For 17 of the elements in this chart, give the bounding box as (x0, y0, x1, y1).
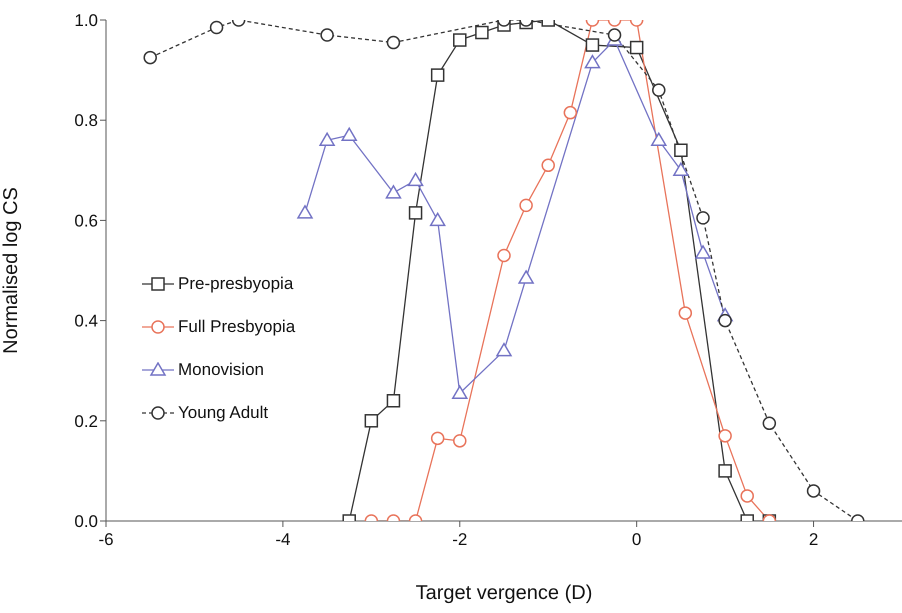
x-tick-label: -4 (275, 530, 290, 550)
legend-label: Full Presbyopia (178, 317, 296, 337)
x-tick-label: -6 (98, 530, 114, 550)
y-tick-label: 0.8 (74, 111, 98, 130)
x-tick-label: 2 (808, 530, 818, 550)
legend-label: Pre-presbyopia (178, 274, 294, 294)
y-tick-label: 0.0 (74, 512, 98, 532)
legend-label: Young Adult (178, 403, 268, 423)
x-tick-label: 0 (632, 530, 642, 550)
y-tick-label: 0.6 (74, 211, 98, 230)
x-axis-title: Target vergence (D) (416, 582, 592, 604)
legend-label: Monovision (178, 360, 264, 380)
y-tick-label: 1.0 (74, 11, 98, 30)
y-tick-label: 0.4 (74, 312, 98, 331)
y-tick-label: 0.2 (74, 412, 98, 431)
x-tick-label: -2 (452, 530, 468, 550)
y-axis-title: Normalised log CS (0, 187, 22, 354)
